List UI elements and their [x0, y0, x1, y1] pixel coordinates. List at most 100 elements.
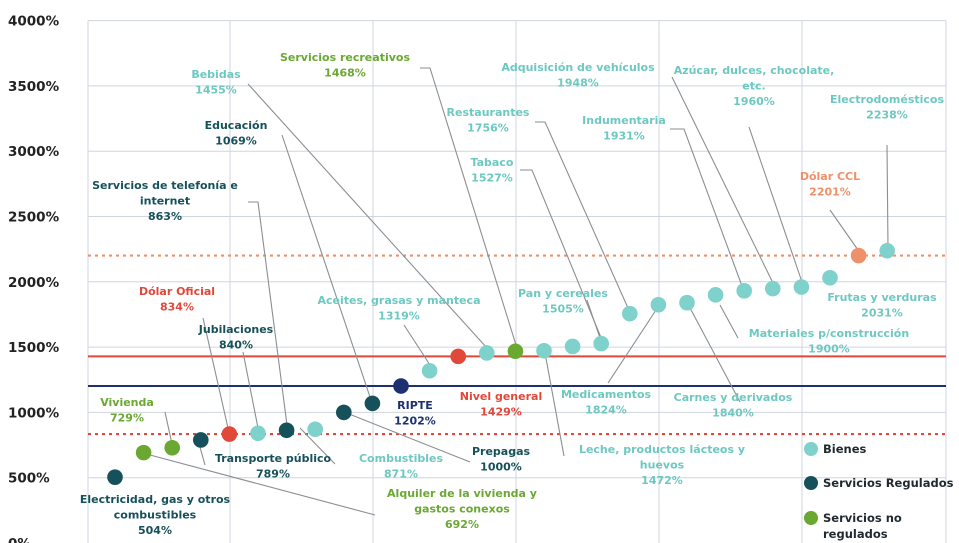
- point-label-line: etc.: [742, 80, 765, 93]
- leader-line: [671, 76, 774, 284]
- point-label-line: Combustibles: [359, 452, 443, 465]
- leader-line: [748, 126, 803, 283]
- point-label-line: 1472%: [641, 474, 683, 487]
- leader-line: [164, 411, 173, 445]
- point-label: Servicios de telefonía e internet 863%: [92, 179, 238, 223]
- data-point: [250, 425, 266, 442]
- y-tick-label: 4000%: [8, 14, 60, 30]
- point-label-line: 1840%: [712, 407, 754, 420]
- point-label: Educación 1069%: [205, 119, 268, 148]
- data-point: [765, 280, 781, 297]
- point-label-line: Adquisición de vehículos: [501, 61, 655, 74]
- leader-line: [247, 83, 488, 349]
- data-point: [107, 469, 123, 485]
- data-point: [850, 247, 867, 264]
- point-label-line: 2201%: [809, 186, 851, 199]
- point-label-line: 2031%: [861, 307, 903, 320]
- point-label-line: 1900%: [808, 343, 850, 356]
- point-label: Dólar CCL 2201%: [800, 170, 860, 199]
- point-label-line: Dólar CCL: [800, 170, 860, 183]
- point-label-line: 1756%: [467, 122, 509, 135]
- point-label-line: internet: [140, 195, 190, 208]
- point-label-line: 1960%: [733, 95, 775, 108]
- point-label-line: combustibles: [114, 509, 197, 522]
- point-label: Medicamentos 1824%: [561, 388, 652, 417]
- point-label-line: 692%: [445, 518, 479, 531]
- point-label: Bebidas 1455%: [191, 68, 241, 97]
- data-point: [564, 338, 581, 355]
- point-label-line: Leche, productos lácteos y: [579, 443, 745, 456]
- data-point: [593, 335, 609, 352]
- data-point: [507, 343, 524, 360]
- point-label-line: Dólar Oficial: [139, 285, 215, 298]
- point-label: Alquiler de la vivienda y gastos conexos 6…: [387, 487, 537, 531]
- data-point: [135, 444, 152, 461]
- point-label: Jubilaciones 840%: [198, 323, 274, 352]
- point-label-line: Indumentaria: [582, 114, 666, 127]
- point-label: Aceites, grasas y manteca 1319%: [318, 294, 481, 323]
- data-point: [679, 294, 695, 311]
- leader-line: [242, 351, 259, 429]
- point-label: Nivel general 1429%: [460, 390, 542, 419]
- legend-label-line: Servicios no: [823, 511, 902, 525]
- data-point: [650, 296, 667, 313]
- point-label-line: 789%: [256, 468, 290, 481]
- y-tick-label: 3000%: [8, 144, 60, 160]
- point-label-line: Vivienda: [100, 396, 154, 409]
- point-label: Prepagas 1000%: [472, 445, 531, 474]
- leader-line: [688, 305, 741, 403]
- point-label: Carnes y derivados 1840%: [674, 391, 793, 420]
- point-label-line: Servicios de telefonía e: [92, 179, 238, 192]
- leader-line: [719, 304, 739, 339]
- point-label-line: 1455%: [195, 84, 237, 97]
- point-label-line: huevos: [640, 459, 685, 472]
- point-label: Vivienda 729%: [100, 396, 154, 425]
- point-label: RIPTE 1202%: [394, 399, 436, 428]
- y-tick-label: 1500%: [8, 340, 60, 356]
- data-point: [793, 279, 810, 295]
- legend-marker: [804, 476, 818, 490]
- point-label-line: 1429%: [480, 406, 522, 419]
- data-point: [622, 305, 638, 322]
- point-label: Servicios recreativos 1468%: [280, 51, 410, 80]
- point-label-line: Electrodomésticos: [830, 93, 945, 106]
- point-label-line: 1948%: [557, 77, 599, 90]
- point-labels: Electricidad, gas y otros combustibles 504…: [80, 51, 945, 537]
- point-label-line: 871%: [384, 468, 418, 481]
- data-point: [221, 426, 238, 442]
- legend: Bienes Servicios Regulados Servicios no reg…: [804, 442, 954, 541]
- point-label-line: 1931%: [603, 130, 645, 143]
- point-label-line: Transporte público: [215, 452, 332, 465]
- point-label: Frutas y verduras 2031%: [827, 291, 937, 320]
- point-label-line: gastos conexos: [414, 503, 510, 516]
- data-point: [450, 348, 467, 365]
- leader-line: [299, 427, 336, 465]
- leader-line: [535, 121, 629, 309]
- point-label-line: 1824%: [585, 404, 627, 417]
- y-tick-label: 2500%: [8, 210, 60, 226]
- legend-label: Servicios no regulados: [823, 511, 902, 541]
- point-label-line: 840%: [219, 339, 253, 352]
- leader-line: [403, 324, 431, 366]
- data-point: [707, 287, 724, 303]
- point-label: Pan y cereales 1505%: [518, 287, 608, 316]
- legend-marker: [804, 442, 818, 456]
- legend-label-line: regulados: [823, 527, 888, 541]
- point-label-line: Restaurantes: [447, 106, 530, 119]
- point-label-line: Prepagas: [472, 445, 531, 458]
- point-label-line: Medicamentos: [561, 388, 652, 401]
- point-label-line: Electricidad, gas y otros: [80, 493, 231, 506]
- leader-line: [343, 411, 471, 463]
- point-label: Electrodomésticos 2238%: [830, 93, 945, 122]
- point-label-line: Aceites, grasas y manteca: [318, 294, 481, 307]
- leader-line: [886, 144, 889, 249]
- point-label-line: Jubilaciones: [198, 323, 274, 336]
- point-label: Combustibles 871%: [359, 452, 443, 481]
- y-tick-label: 500%: [8, 471, 50, 487]
- point-label-line: Tabaco: [471, 156, 514, 169]
- point-label-line: 1319%: [378, 310, 420, 323]
- point-label-line: 1000%: [480, 461, 522, 474]
- data-point: [336, 404, 352, 421]
